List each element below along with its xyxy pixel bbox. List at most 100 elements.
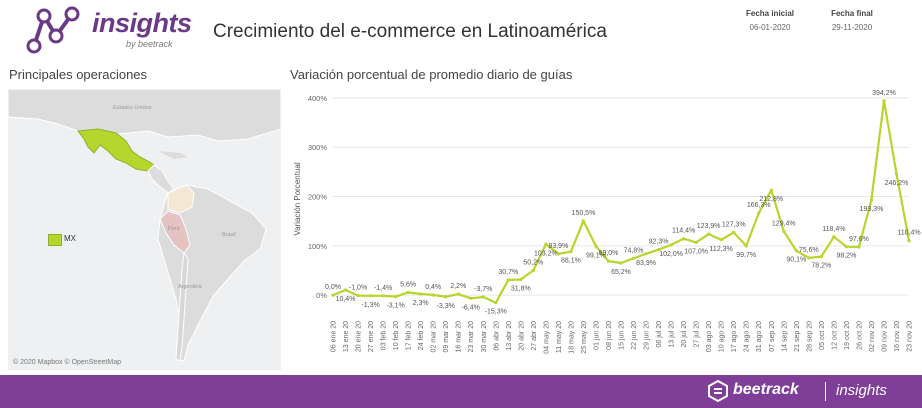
- data-label: 394,2%: [872, 90, 896, 97]
- data-point: [444, 295, 448, 299]
- y-tick-label: 200%: [308, 193, 328, 202]
- header: insights by beetrack Crecimiento del e-c…: [0, 0, 922, 62]
- data-label: 0,0%: [325, 284, 341, 291]
- data-point: [631, 256, 636, 260]
- x-tick-label: 03 ago 20: [706, 321, 713, 352]
- y-tick-label: 400%: [308, 94, 328, 103]
- data-point: [331, 293, 335, 297]
- logo-wordmark: insights: [92, 8, 192, 38]
- x-tick-label: 30 mar 20: [481, 321, 488, 353]
- data-point: [894, 172, 899, 176]
- data-point: [594, 244, 598, 248]
- x-tick-label: 02 nov 20: [869, 321, 876, 352]
- x-tick-label: 15 jun 20: [619, 321, 626, 350]
- map-attribution[interactable]: © 2020 Mapbox © OpenStreetMap: [13, 359, 121, 366]
- x-tick-label: 20 jul 20: [681, 321, 688, 348]
- x-tick-label: 13 jul 20: [669, 321, 676, 348]
- date-end-value[interactable]: 29-11-2020: [831, 23, 873, 32]
- data-label: 75,6%: [799, 247, 819, 254]
- line-chart[interactable]: 0% 100% 200% 300% 400% Variación Porcentual 0,…: [285, 85, 922, 375]
- data-point: [644, 252, 648, 256]
- data-label: 114,4%: [672, 228, 695, 235]
- data-point: [481, 295, 485, 299]
- logo-byline: by beetrack: [126, 39, 173, 49]
- data-label: 90,1%: [786, 257, 806, 264]
- map-legend-label[interactable]: MX: [64, 234, 76, 243]
- y-tick-label: 300%: [308, 143, 328, 152]
- data-label: 103,2%: [534, 250, 558, 257]
- data-point: [794, 249, 798, 253]
- map-country-peru: [159, 210, 191, 254]
- chart-svg: 0% 100% 200% 300% 400% Variación Porcentual 0,…: [293, 90, 921, 354]
- data-point: [368, 294, 373, 298]
- data-point: [406, 290, 410, 294]
- x-tick-label: 27 jul 20: [694, 321, 701, 348]
- data-label: -3,7%: [474, 286, 492, 293]
- data-point: [907, 239, 911, 243]
- x-tick-label: 28 sep 20: [806, 321, 813, 352]
- data-point: [456, 292, 460, 296]
- x-tick-label: 10 ago 20: [719, 321, 726, 352]
- date-end[interactable]: Fecha final 29-11-2020: [822, 9, 882, 32]
- data-label: -1,0%: [349, 285, 367, 292]
- x-tick-label: 14 sep 20: [781, 321, 788, 352]
- data-label: 2,3%: [413, 300, 429, 307]
- data-label: 50,2%: [523, 259, 543, 266]
- data-point: [769, 188, 773, 192]
- data-label: 102,0%: [659, 251, 683, 258]
- data-label: 10,4%: [336, 296, 356, 303]
- map-land-central-america: [147, 164, 175, 194]
- date-start-label: Fecha inicial: [745, 9, 795, 18]
- data-label: 74,8%: [624, 247, 644, 254]
- y-tick-label: 100%: [308, 242, 328, 251]
- x-tick-label: 06 jul 20: [656, 321, 663, 348]
- x-tick-label: 24 ago 20: [744, 321, 751, 352]
- data-label: 30,7%: [498, 269, 518, 276]
- data-label: 193,3%: [860, 206, 884, 213]
- data-point: [869, 198, 874, 202]
- x-tick-label: 09 mar 20: [443, 321, 450, 353]
- date-start[interactable]: Fecha inicial 06-01-2020: [740, 9, 800, 32]
- data-label: 127,3%: [722, 221, 746, 228]
- date-start-value[interactable]: 06-01-2020: [749, 23, 791, 32]
- data-label: 112,3%: [710, 246, 733, 253]
- y-axis-label: Variación Porcentual: [293, 162, 302, 235]
- data-point: [744, 244, 748, 248]
- data-point: [469, 296, 473, 300]
- map-svg: [8, 89, 281, 370]
- data-point: [807, 256, 811, 260]
- data-point: [694, 240, 698, 244]
- data-point: [669, 243, 673, 247]
- footer-divider: [825, 382, 826, 401]
- data-label: 107,0%: [684, 248, 708, 255]
- chart-title: Variación porcentual de promedio diario …: [290, 67, 573, 82]
- geo-label-usa: Estados Unidos: [113, 105, 152, 111]
- x-tick-label: 16 mar 20: [456, 321, 463, 353]
- map-country-colombia: [167, 184, 195, 214]
- data-label: 99,1%: [586, 252, 606, 259]
- data-point: [556, 252, 560, 256]
- x-tick-label: 11 may 20: [556, 321, 563, 353]
- data-point: [343, 288, 348, 292]
- data-label: 123,9%: [697, 223, 721, 230]
- operations-map[interactable]: Estados Unidos Brasil Perú Argentina MX …: [8, 89, 281, 370]
- x-tick-label: 06 abr 20: [493, 321, 500, 351]
- data-point: [394, 295, 398, 299]
- footer-product: insights: [836, 382, 887, 399]
- data-label: -3,1%: [386, 303, 404, 310]
- data-point: [381, 294, 385, 298]
- data-label: 0,4%: [425, 284, 441, 291]
- data-label: 99,7%: [736, 252, 756, 259]
- data-label: 69,0%: [599, 250, 619, 257]
- x-tick-label: 20 abr 20: [518, 321, 525, 351]
- data-point: [782, 229, 786, 233]
- x-tick-label: 23 nov 20: [907, 321, 914, 352]
- x-tick-label: 20 ene 20: [356, 321, 363, 352]
- data-point: [506, 278, 510, 282]
- x-tick-label: 23 mar 20: [468, 321, 475, 353]
- x-tick-label: 17 feb 20: [406, 321, 413, 350]
- data-label: -15,3%: [485, 309, 507, 316]
- x-tick-label: 22 jun 20: [631, 321, 638, 350]
- x-tick-label: 09 nov 20: [881, 321, 888, 352]
- data-point: [519, 277, 523, 282]
